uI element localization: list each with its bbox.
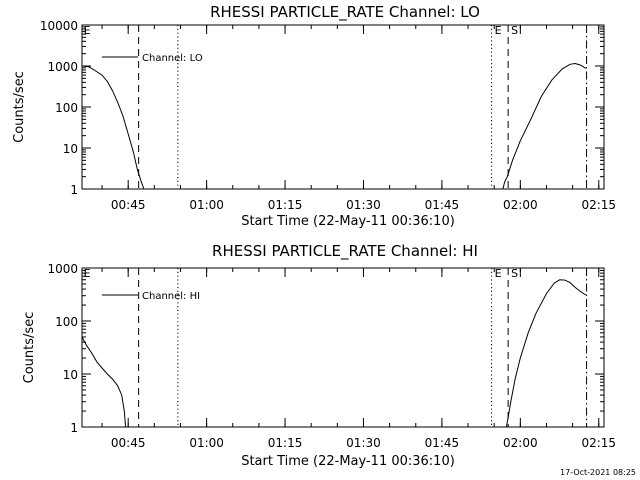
x-axis-label: Start Time (22-May-11 00:36:10) bbox=[241, 214, 455, 229]
y-tick-label: 1 bbox=[70, 183, 78, 197]
x-tick-label: 00:45 bbox=[111, 198, 146, 212]
plot-frame bbox=[81, 267, 605, 428]
x-tick-label: 00:45 bbox=[111, 436, 146, 450]
legend-entry: Channel: HI bbox=[142, 291, 200, 302]
y-tick-label: 10 bbox=[63, 368, 78, 382]
x-tick-label: 02:00 bbox=[503, 436, 538, 450]
x-axis-label: Start Time (22-May-11 00:36:10) bbox=[241, 454, 455, 469]
panel-hi-channel: RHESSI PARTICLE_RATE Channel: HI 1 10 100 10… bbox=[22, 242, 616, 469]
event-label: S bbox=[511, 24, 518, 37]
y-axis-label: Counts/sec bbox=[12, 71, 27, 143]
x-tick-label: 01:00 bbox=[189, 198, 224, 212]
y-tick-label: 1000 bbox=[47, 60, 78, 74]
event-label: E bbox=[495, 24, 502, 37]
x-tick-label: 02:15 bbox=[581, 198, 616, 212]
footer-timestamp: 17-Oct-2021 08:25 bbox=[560, 468, 636, 477]
chart-title: RHESSI PARTICLE_RATE Channel: HI bbox=[212, 242, 478, 261]
x-tick-label: 01:15 bbox=[268, 198, 303, 212]
series-line bbox=[505, 279, 586, 428]
y-tick-label: 10 bbox=[63, 142, 78, 156]
plot-frame bbox=[81, 24, 605, 190]
series-line bbox=[502, 62, 586, 190]
chart-title: RHESSI PARTICLE_RATE Channel: LO bbox=[210, 3, 480, 22]
y-tick-label: 1 bbox=[70, 421, 78, 435]
y-tick-label: 10000 bbox=[40, 19, 78, 33]
y-tick-label: 1000 bbox=[47, 262, 78, 276]
event-label: E bbox=[84, 267, 91, 280]
x-tick-label: 02:15 bbox=[581, 436, 616, 450]
x-tick-label: 02:00 bbox=[503, 198, 538, 212]
event-label: E bbox=[495, 267, 502, 280]
event-label: S bbox=[511, 267, 518, 280]
x-tick-label: 01:30 bbox=[346, 198, 381, 212]
y-axis-label: Counts/sec bbox=[22, 312, 37, 384]
event-label: E bbox=[84, 24, 91, 37]
series-line bbox=[81, 336, 127, 428]
series-line bbox=[81, 65, 145, 190]
x-tick-label: 01:00 bbox=[189, 436, 224, 450]
y-tick-label: 100 bbox=[55, 315, 78, 329]
x-tick-label: 01:45 bbox=[425, 198, 460, 212]
y-tick-label: 100 bbox=[55, 101, 78, 115]
panel-lo-channel: RHESSI PARTICLE_RATE Channel: LO 1 10 100 10… bbox=[12, 3, 616, 229]
x-tick-label: 01:30 bbox=[346, 436, 381, 450]
x-tick-label: 01:45 bbox=[425, 436, 460, 450]
legend-entry: Channel: LO bbox=[142, 53, 203, 64]
x-tick-label: 01:15 bbox=[268, 436, 303, 450]
